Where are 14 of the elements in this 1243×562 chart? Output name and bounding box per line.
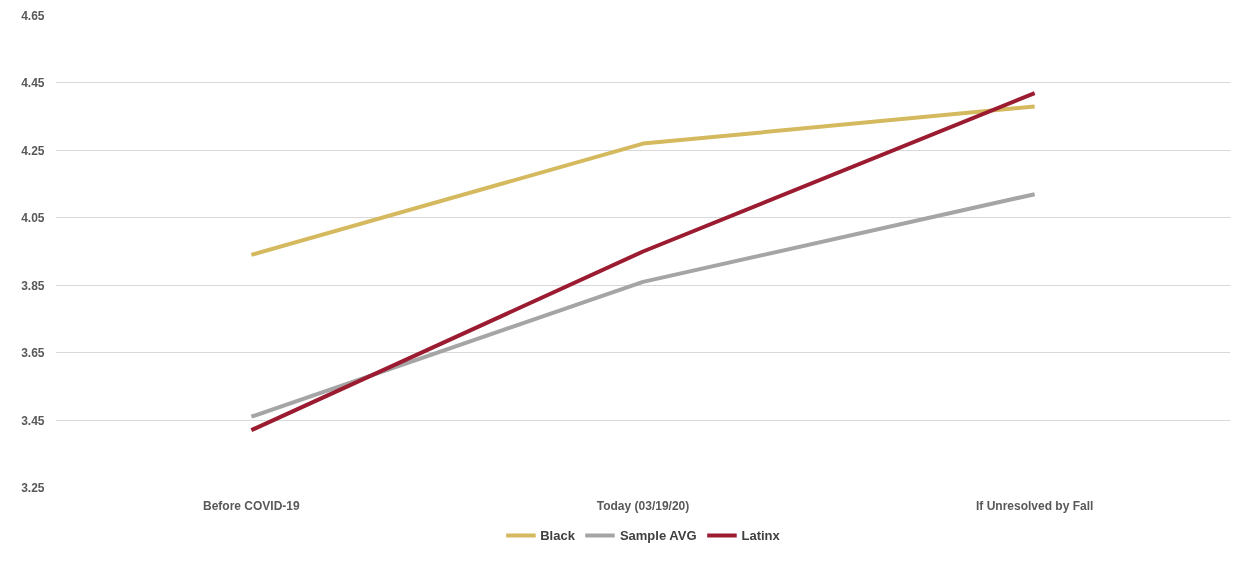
x-tick-label: If Unresolved by Fall: [975, 498, 1094, 513]
legend-label: Latinx: [741, 527, 780, 543]
legend-label: Sample AVG: [619, 527, 697, 543]
y-tick-label: 3.85: [21, 278, 45, 293]
y-tick-label: 3.25: [21, 481, 45, 495]
legend-label: Black: [540, 527, 575, 543]
y-tick-label: 4.25: [21, 143, 45, 158]
y-tick-label: 3.45: [21, 413, 45, 428]
x-tick-label: Before COVID-19: [202, 498, 301, 513]
y-tick-label: 3.65: [21, 346, 45, 361]
y-tick-label: 4.05: [21, 211, 45, 226]
y-tick-label: 4.45: [21, 76, 45, 91]
y-tick-label: 4.65: [21, 9, 45, 23]
x-tick-label: Today (03/19/20): [596, 498, 690, 513]
